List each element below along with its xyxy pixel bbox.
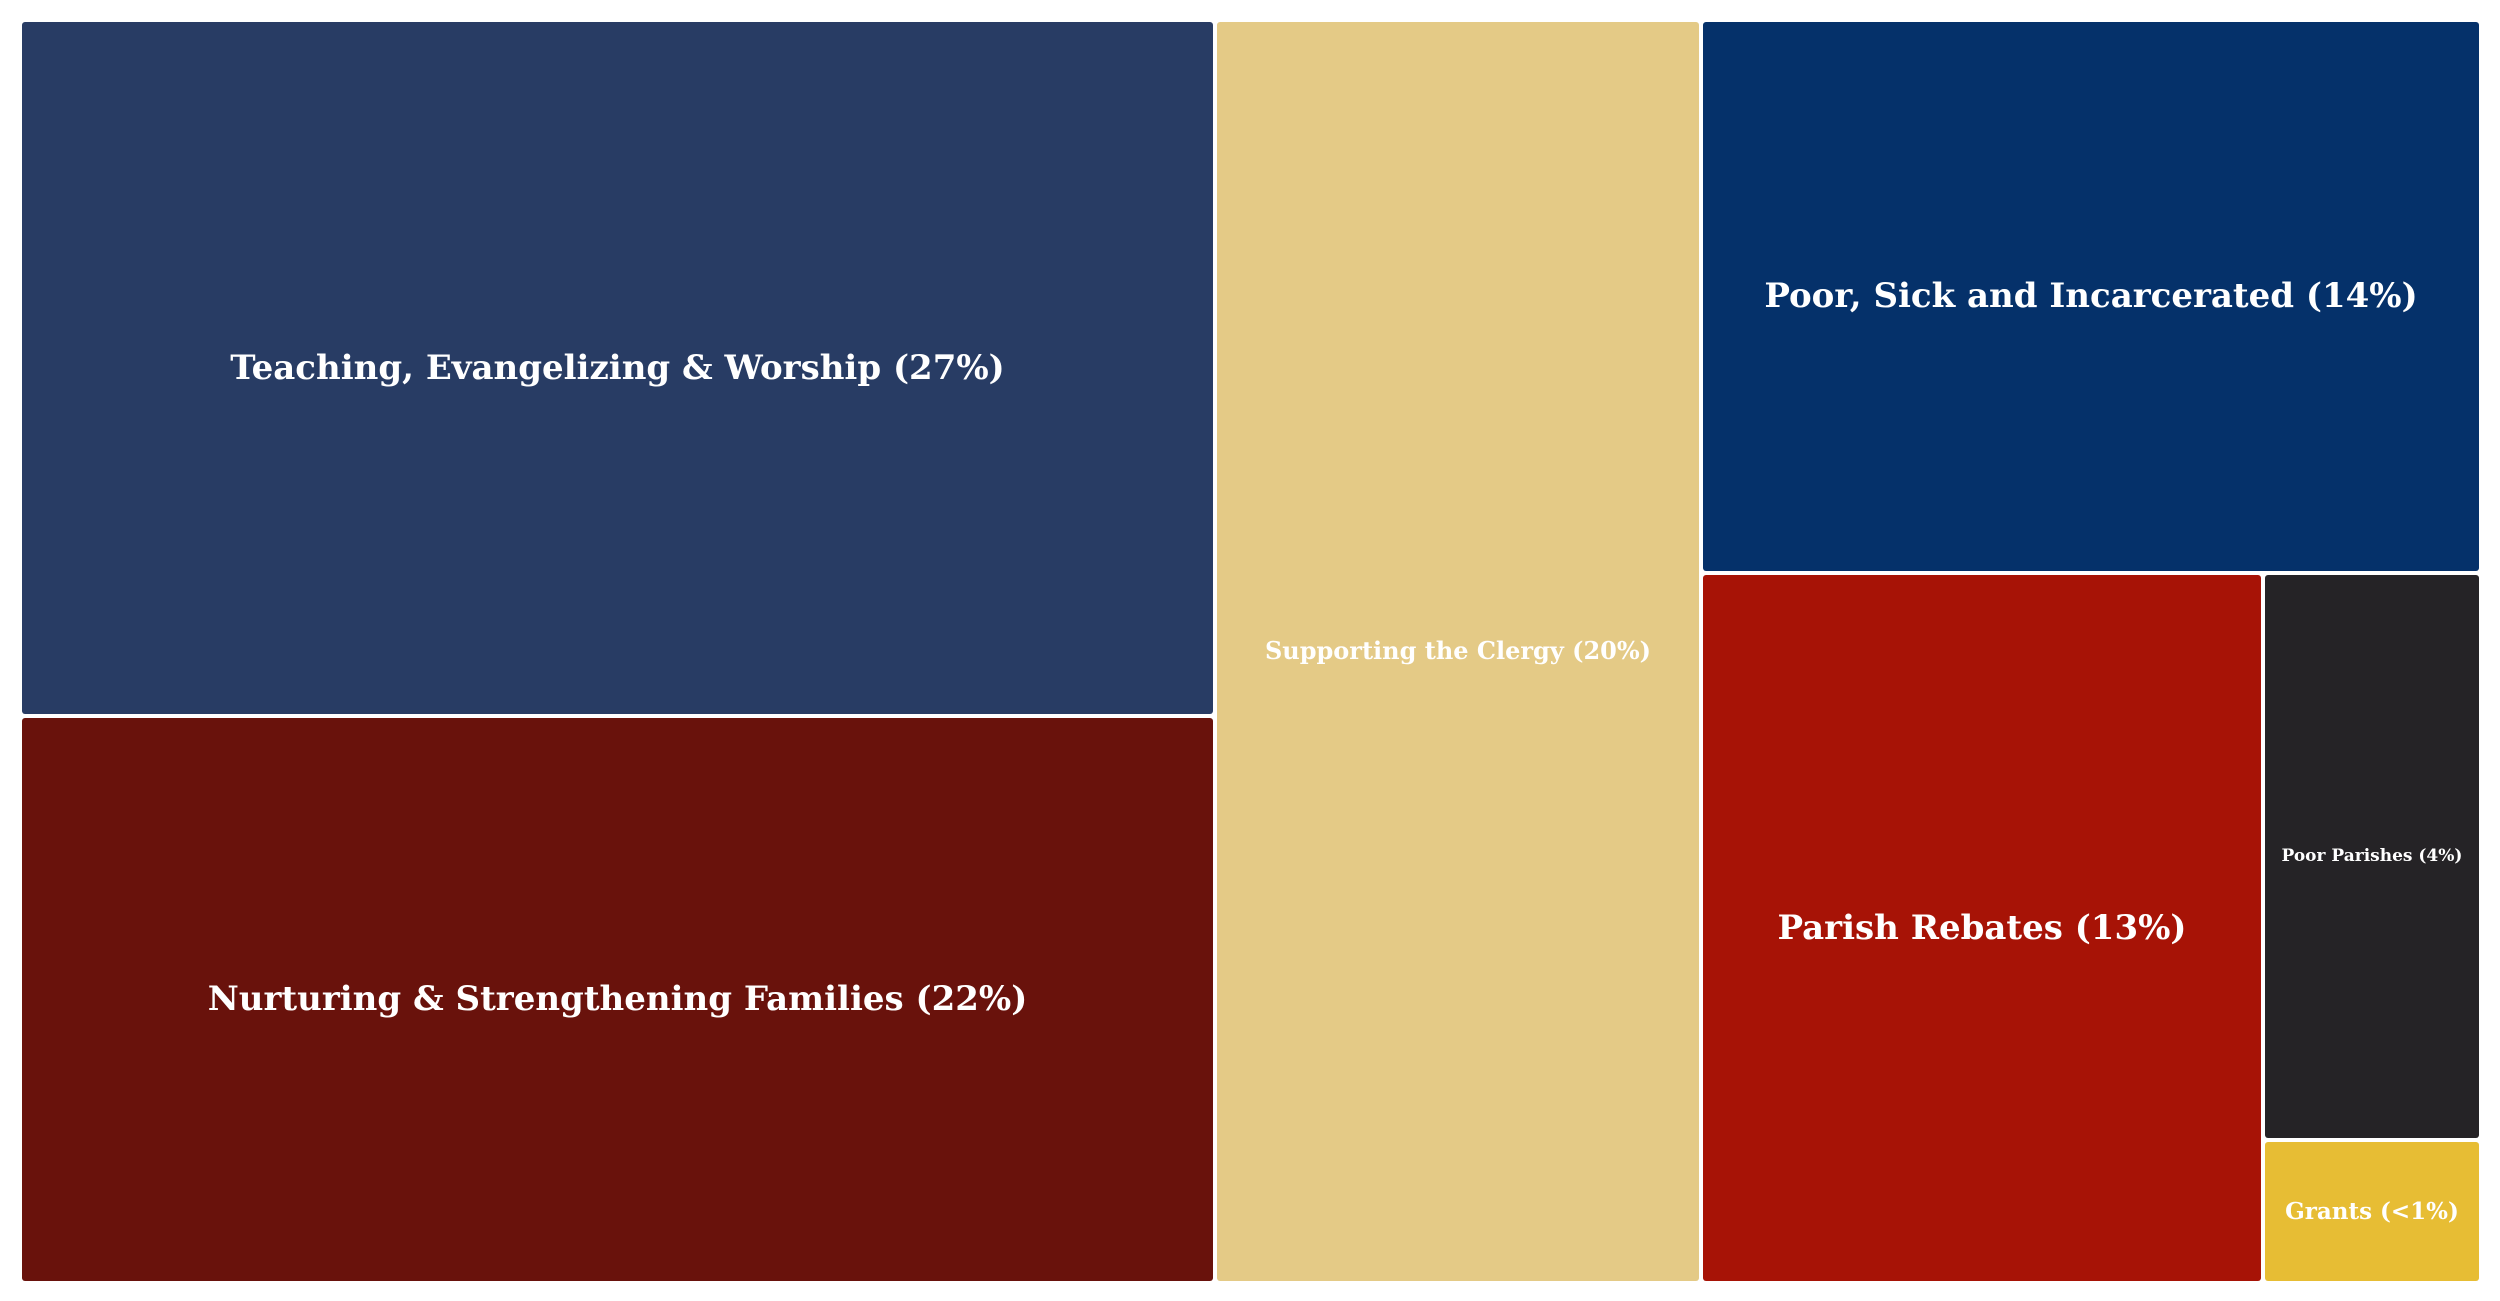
tile-supporting-the-clergy: Supporting the Clergy (20%) — [1217, 22, 1699, 1281]
tile-grants: Grants (<1%) — [2265, 1142, 2479, 1281]
tile-label: Poor, Sick and Incarcerated (14%) — [1764, 276, 2418, 317]
tile-label: Grants (<1%) — [2285, 1197, 2459, 1225]
tile-poor-parishes: Poor Parishes (4%) — [2265, 575, 2479, 1138]
tile-label: Parish Rebates (13%) — [1777, 907, 2187, 948]
tile-parish-rebates: Parish Rebates (13%) — [1703, 575, 2261, 1281]
tile-poor-sick-incarcerated: Poor, Sick and Incarcerated (14%) — [1703, 22, 2479, 571]
tile-label: Nurturing & Strengthening Families (22%) — [207, 979, 1028, 1020]
tile-label: Supporting the Clergy (20%) — [1264, 636, 1652, 666]
tile-label: Teaching, Evangelizing & Worship (27%) — [230, 347, 1005, 388]
tile-teaching-evangelizing-worship: Teaching, Evangelizing & Worship (27%) — [22, 22, 1213, 714]
tile-nurturing-strengthening-families: Nurturing & Strengthening Families (22%) — [22, 718, 1213, 1281]
tile-label: Poor Parishes (4%) — [2281, 846, 2463, 867]
